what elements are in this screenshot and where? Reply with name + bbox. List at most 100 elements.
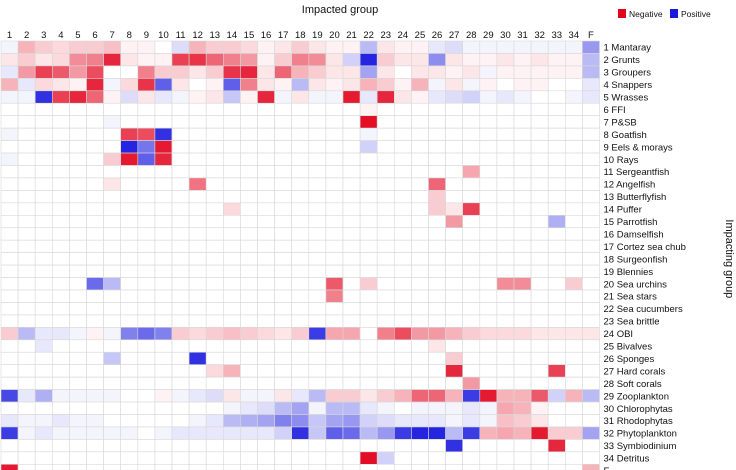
heatmap-cell-F-11 xyxy=(171,463,190,470)
heatmap-cell-32-34 xyxy=(564,426,583,440)
heatmap-cell-18-24 xyxy=(393,252,412,266)
heatmap-cell-F-10 xyxy=(154,463,173,470)
heatmap-cell-9-29 xyxy=(479,140,498,154)
heatmap-cell-29-7 xyxy=(103,389,121,403)
heatmap-cell-19-29 xyxy=(479,264,498,278)
heatmap-cell-1-28 xyxy=(462,40,481,54)
heatmap-cell-32-30 xyxy=(496,426,515,440)
heatmap-cell-11-8 xyxy=(120,165,139,179)
heatmap-cell-29-22 xyxy=(359,389,378,403)
heatmap-cell-12-1 xyxy=(0,177,19,191)
heatmap-cell-33-20 xyxy=(325,439,344,453)
heatmap-cell-2-5 xyxy=(69,53,87,67)
column-label-3: 3 xyxy=(41,30,46,41)
heatmap-cell-21-11 xyxy=(171,289,190,303)
heatmap-cell-28-6 xyxy=(86,376,104,390)
heatmap-cell-19-33 xyxy=(547,264,566,278)
heatmap-cell-4-27 xyxy=(445,78,464,92)
heatmap-cell-1-11 xyxy=(171,40,190,54)
heatmap-cell-26-29 xyxy=(479,351,498,365)
heatmap-cell-18-34 xyxy=(564,252,583,266)
heatmap-cell-14-7 xyxy=(103,202,121,216)
heatmap-cell-4-25 xyxy=(411,78,429,92)
heatmap-cell-11-1 xyxy=(0,165,19,179)
heatmap-cell-30-8 xyxy=(120,401,139,415)
heatmap-cell-1-5 xyxy=(69,40,87,54)
heatmap-cell-22-30 xyxy=(496,302,515,316)
heatmap-cell-25-28 xyxy=(462,339,481,353)
heatmap-cell-17-21 xyxy=(342,239,361,253)
heatmap-cell-10-17 xyxy=(274,152,293,166)
heatmap-cell-34-5 xyxy=(69,451,87,465)
heatmap-cell-31-28 xyxy=(462,414,481,428)
heatmap-cell-27-16 xyxy=(257,364,275,378)
heatmap-cell-10-3 xyxy=(34,152,53,166)
heatmap-cell-14-12 xyxy=(188,202,207,216)
heatmap-cell-22-17 xyxy=(274,302,293,316)
heatmap-cell-33-13 xyxy=(205,439,224,453)
heatmap-cell-21-3 xyxy=(34,289,53,303)
heatmap-cell-18-21 xyxy=(342,252,361,266)
heatmap-cell-F-3 xyxy=(34,463,53,470)
heatmap-cell-22-7 xyxy=(103,302,121,316)
heatmap-cell-16-13 xyxy=(205,227,224,241)
heatmap-cell-34-18 xyxy=(291,451,310,465)
heatmap-cell-23-21 xyxy=(342,314,361,328)
row-label-19: 19 Blennies xyxy=(604,267,654,278)
heatmap-cell-1-6 xyxy=(86,40,104,54)
column-label-29: 29 xyxy=(483,30,494,41)
heatmap-cell-33-25 xyxy=(411,439,429,453)
column-label-16: 16 xyxy=(261,30,272,41)
heatmap-cell-8-5 xyxy=(69,127,87,141)
heatmap-cell-7-18 xyxy=(291,115,310,129)
heatmap-cell-18-17 xyxy=(274,252,293,266)
heatmap-cell-17-11 xyxy=(171,239,190,253)
heatmap-cell-5-2 xyxy=(17,90,36,104)
heatmap-cell-23-34 xyxy=(564,314,583,328)
heatmap-cell-34-21 xyxy=(342,451,361,465)
heatmap-cell-24-30 xyxy=(496,327,515,341)
heatmap-cell-3-12 xyxy=(188,65,207,79)
heatmap-cell-24-22 xyxy=(359,327,378,341)
heatmap-cell-12-24 xyxy=(393,177,412,191)
heatmap-cell-1-4 xyxy=(51,40,70,54)
heatmap-cell-29-29 xyxy=(479,389,498,403)
heatmap-cell-8-29 xyxy=(479,127,498,141)
heatmap-cell-25-3 xyxy=(34,339,53,353)
heatmap-cell-4-1 xyxy=(0,78,19,92)
heatmap-cell-29-5 xyxy=(69,389,87,403)
heatmap-cell-22-27 xyxy=(445,302,464,316)
heatmap-cell-19-23 xyxy=(376,264,395,278)
heatmap-cell-F-15 xyxy=(240,463,258,470)
heatmap-cell-3-25 xyxy=(411,65,429,79)
heatmap-cell-F-30 xyxy=(496,463,515,470)
heatmap-cell-15-7 xyxy=(103,215,121,229)
heatmap-cell-F-29 xyxy=(479,463,498,470)
heatmap-cell-17-32 xyxy=(530,239,549,253)
heatmap-cell-10-F xyxy=(582,152,600,166)
heatmap-cell-10-28 xyxy=(462,152,481,166)
heatmap-cell-22-1 xyxy=(0,302,19,316)
heatmap-cell-26-4 xyxy=(51,351,70,365)
heatmap-cell-13-27 xyxy=(445,190,464,204)
heatmap-cell-30-7 xyxy=(103,401,121,415)
heatmap-cell-20-4 xyxy=(51,277,70,291)
heatmap-cell-22-14 xyxy=(223,302,241,316)
heatmap-cell-4-9 xyxy=(137,78,156,92)
heatmap-cell-30-20 xyxy=(325,401,344,415)
heatmap-cell-12-11 xyxy=(171,177,190,191)
heatmap-cell-1-22 xyxy=(359,40,378,54)
heatmap-cell-12-31 xyxy=(513,177,532,191)
heatmap-cell-15-28 xyxy=(462,215,481,229)
heatmap-cell-19-26 xyxy=(428,264,446,278)
heatmap-cell-32-15 xyxy=(240,426,258,440)
heatmap-cell-1-13 xyxy=(205,40,224,54)
heatmap-cell-20-33 xyxy=(547,277,566,291)
heatmap-cell-26-6 xyxy=(86,351,104,365)
heatmap-cell-F-2 xyxy=(17,463,36,470)
heatmap-cell-16-4 xyxy=(51,227,70,241)
heatmap-cell-32-31 xyxy=(513,426,532,440)
heatmap-cell-4-34 xyxy=(564,78,583,92)
heatmap-cell-30-19 xyxy=(308,401,327,415)
